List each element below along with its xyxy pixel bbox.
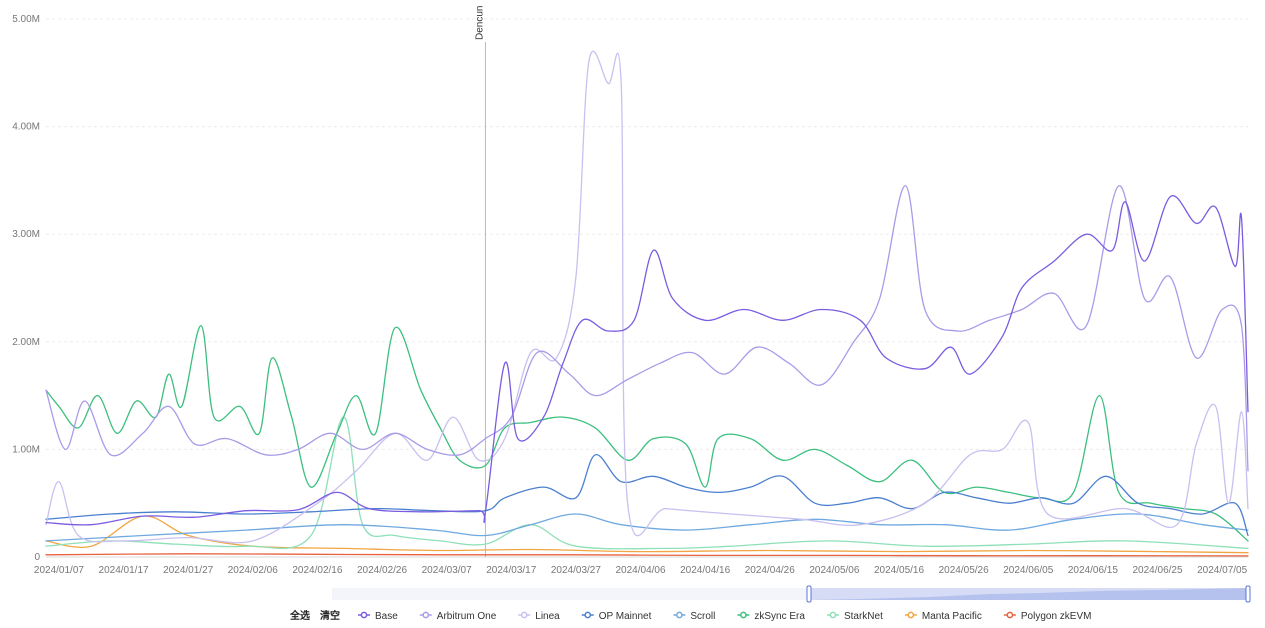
legend-swatch-dot [422, 611, 430, 619]
series-line-scroll [45, 513, 1249, 542]
series-line-starknet [45, 416, 1249, 550]
x-tick-label: 2024/03/27 [551, 565, 601, 576]
legend-item-zksync-era[interactable]: zkSync Era [737, 611, 805, 622]
y-axis-ticks: 0 1.00M 2.00M 3.00M 4.00M 5.00M [12, 14, 40, 563]
x-tick-label: 2024/01/17 [99, 565, 149, 576]
legend-label: StarkNet [844, 611, 883, 622]
legend-label: Polygon zkEVM [1021, 611, 1092, 622]
x-tick-label: 2024/05/26 [939, 565, 989, 576]
legend: 全选 清空 Base Arbitrum One Linea OP Mainnet Scr… [289, 609, 1091, 622]
legend-item-op-mainnet[interactable]: OP Mainnet [581, 611, 652, 622]
y-tick-label: 5.00M [12, 14, 40, 25]
series-line-polygon-zkevm [45, 553, 1249, 557]
legend-label: Linea [535, 611, 560, 622]
legend-swatch-dot [829, 611, 837, 619]
x-tick-label: 2024/07/05 [1197, 565, 1247, 576]
y-tick-label: 3.00M [12, 229, 40, 240]
x-tick-label: 2024/01/07 [34, 565, 84, 576]
x-tick-label: 2024/06/15 [1068, 565, 1118, 576]
legend-swatch-dot [584, 611, 592, 619]
y-tick-label: 0 [34, 552, 40, 563]
legend-item-polygon-zkevm[interactable]: Polygon zkEVM [1003, 611, 1092, 622]
series-line-base [45, 195, 1249, 526]
series-line-manta-pacific [45, 515, 1249, 554]
legend-label: zkSync Era [754, 611, 805, 622]
legend-item-manta-pacific[interactable]: Manta Pacific [904, 611, 982, 622]
x-axis-ticks: 2024/01/07 2024/01/17 2024/01/27 2024/02/06… [34, 565, 1248, 576]
series-line-op-mainnet [45, 454, 1249, 537]
legend-swatch-dot [740, 611, 747, 619]
series-line-linea [45, 50, 1249, 544]
series-line-arbitrum-one [45, 185, 1249, 472]
x-tick-label: 2024/04/16 [680, 565, 730, 576]
slider-right-handle[interactable] [1245, 585, 1251, 603]
legend-items: Base Arbitrum One Linea OP Mainnet Scroll zkS… [358, 611, 1091, 622]
clear-button[interactable]: 清空 [320, 609, 340, 622]
legend-swatch-dot [1006, 611, 1014, 619]
y-tick-label: 1.00M [12, 444, 40, 455]
x-tick-label: 2024/02/26 [357, 565, 407, 576]
x-tick-label: 2024/01/27 [163, 565, 213, 576]
x-tick-label: 2024/02/16 [292, 565, 342, 576]
slider-preview-area [809, 588, 1248, 600]
legend-swatch-dot [907, 611, 915, 619]
legend-item-starknet[interactable]: StarkNet [826, 611, 883, 622]
legend-item-linea[interactable]: Linea [518, 611, 560, 622]
x-tick-label: 2024/03/07 [422, 565, 472, 576]
legend-label: Scroll [690, 611, 715, 622]
x-tick-label: 2024/02/06 [228, 565, 278, 576]
x-tick-label: 2024/05/06 [809, 565, 859, 576]
select-all-button[interactable]: 全选 [289, 609, 310, 622]
x-tick-label: 2024/06/25 [1132, 565, 1182, 576]
legend-label: OP Mainnet [599, 611, 652, 622]
legend-item-scroll[interactable]: Scroll [673, 611, 715, 622]
legend-item-base[interactable]: Base [358, 611, 398, 622]
zoom-slider[interactable] [332, 585, 1251, 603]
series-line-zksync-era [45, 325, 1249, 542]
x-tick-label: 2024/06/05 [1003, 565, 1053, 576]
grid-lines [46, 18, 1248, 558]
y-tick-label: 4.00M [12, 122, 40, 133]
legend-item-arbitrum-one[interactable]: Arbitrum One [419, 611, 497, 622]
x-tick-label: 2024/05/16 [874, 565, 924, 576]
slider-left-handle[interactable] [806, 585, 812, 603]
dencun-annotation: Dencun [474, 6, 486, 557]
y-tick-label: 2.00M [12, 337, 40, 348]
dencun-label: Dencun [474, 6, 485, 40]
legend-label: Arbitrum One [437, 611, 497, 622]
legend-label: Manta Pacific [922, 611, 982, 622]
legend-swatch-dot [676, 611, 683, 619]
x-tick-label: 2024/03/17 [486, 565, 536, 576]
legend-swatch-dot [360, 611, 368, 619]
series-lines [45, 50, 1249, 557]
x-tick-label: 2024/04/26 [745, 565, 795, 576]
legend-swatch-dot [520, 611, 528, 619]
x-tick-label: 2024/04/06 [616, 565, 666, 576]
legend-label: Base [375, 611, 398, 622]
